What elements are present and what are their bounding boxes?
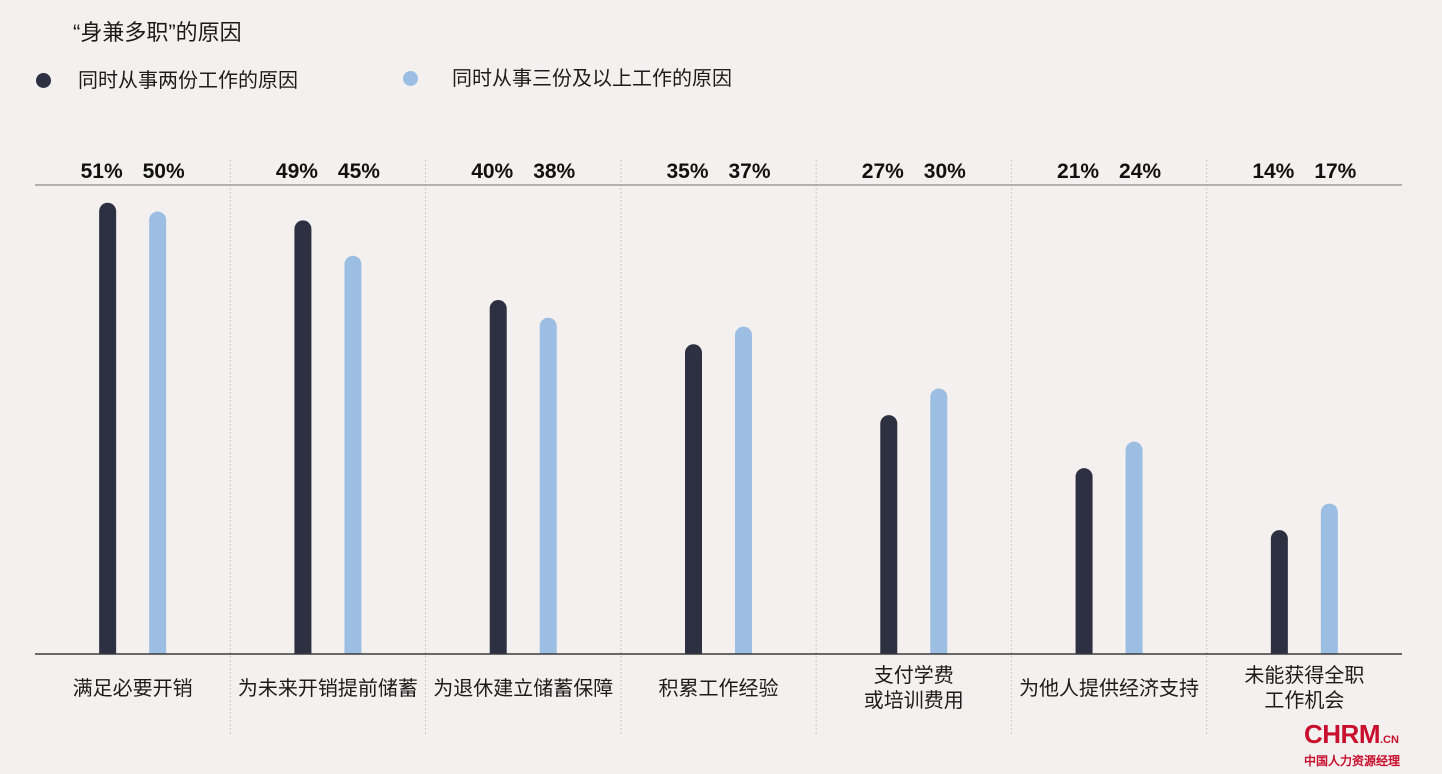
value-label-two-jobs: 14% <box>1252 160 1295 183</box>
bar-three-plus-jobs <box>539 317 557 654</box>
legend-label-three-plus-jobs: 同时从事三份及以上工作的原因 <box>452 68 732 90</box>
chrm-logo: CHRM.CN 中国人力资源经理 <box>1304 721 1402 769</box>
value-label-two-jobs: 21% <box>1057 160 1100 183</box>
value-label-two-jobs: 49% <box>275 160 318 183</box>
category-label: 为退休建立储蓄保障 <box>433 677 614 700</box>
logo-domain: .CN <box>1380 734 1399 746</box>
value-label-three-plus-jobs: 45% <box>337 160 380 183</box>
category-label: 为他人提供经济支持 <box>1019 677 1200 700</box>
value-label-three-plus-jobs: 37% <box>728 160 771 183</box>
category-label: 为未来开销提前储蓄 <box>237 677 418 700</box>
bar-three-plus-jobs <box>735 326 752 654</box>
bar-three-plus-jobs <box>149 211 167 654</box>
column-separators <box>229 160 1208 735</box>
category-label: 积累工作经验 <box>658 677 779 700</box>
value-label-three-plus-jobs: 24% <box>1119 160 1162 183</box>
legend-dot-two-jobs <box>36 73 51 88</box>
bar-two-jobs <box>489 300 507 654</box>
bar-two-jobs <box>1270 530 1288 654</box>
value-label-three-plus-jobs: 17% <box>1314 160 1357 183</box>
bar-two-jobs <box>685 344 702 654</box>
value-label-two-jobs: 40% <box>471 160 514 183</box>
bar-two-jobs <box>99 202 117 654</box>
value-label-three-plus-jobs: 30% <box>923 160 966 183</box>
bar-three-plus-jobs <box>930 388 948 654</box>
bar-two-jobs <box>880 415 898 654</box>
value-label-three-plus-jobs: 38% <box>533 160 576 183</box>
logo-brand-row: CHRM.CN <box>1304 721 1402 753</box>
chart-title: “身兼多职”的原因 <box>73 20 242 45</box>
bar-two-jobs <box>294 220 312 654</box>
bar-three-plus-jobs <box>344 255 362 654</box>
value-label-two-jobs: 51% <box>80 160 123 183</box>
category-label: 未能获得全职 工作机会 <box>1244 665 1365 712</box>
value-label-two-jobs: 35% <box>666 160 709 183</box>
bar-three-plus-jobs <box>1320 503 1338 654</box>
logo-tagline: 中国人力资源经理 <box>1304 754 1401 768</box>
legend-label-two-jobs: 同时从事两份工作的原因 <box>78 70 298 92</box>
value-label-three-plus-jobs: 50% <box>142 160 185 183</box>
bar-two-jobs <box>1075 468 1093 654</box>
category-label: 满足必要开销 <box>72 677 193 700</box>
value-label-two-jobs: 27% <box>861 160 904 183</box>
bars <box>99 202 1338 654</box>
legend-dot-three-plus-jobs <box>403 71 418 86</box>
bar-three-plus-jobs <box>1125 441 1143 654</box>
category-label: 支付学费 或培训费用 <box>863 665 964 712</box>
logo-brand: CHRM <box>1304 719 1381 749</box>
